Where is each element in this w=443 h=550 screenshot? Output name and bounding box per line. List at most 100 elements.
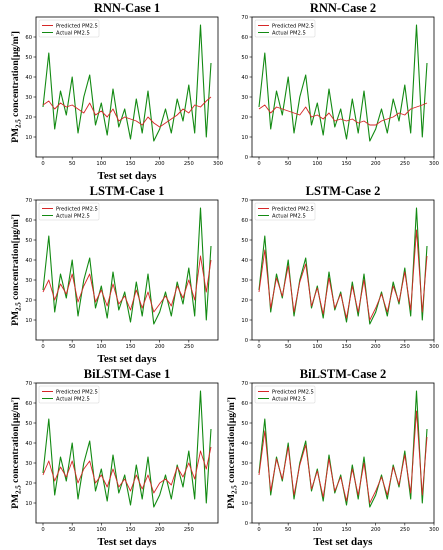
- y-tick-label: 50: [241, 238, 248, 244]
- x-tick-label: 200: [371, 161, 381, 167]
- x-tick-label: 250: [400, 344, 410, 350]
- chart-title: LSTM-Case 2: [306, 184, 381, 198]
- x-tick-label: 100: [312, 527, 322, 533]
- y-tick-label: 40: [25, 441, 32, 447]
- y-axis-label: PM2.5 concentration[μg/m³]: [226, 397, 239, 509]
- y-tick-label: 60: [25, 35, 32, 41]
- series-line-predicted: [42, 446, 212, 494]
- legend-label-actual: Actual PM2.5: [272, 213, 306, 219]
- x-tick-label: 100: [312, 161, 322, 167]
- x-tick-label: 300: [213, 161, 223, 167]
- legend-label-predicted: Predicted PM2.5: [272, 389, 314, 395]
- x-tick-label: 50: [285, 344, 292, 350]
- x-tick-label: 0: [41, 344, 44, 350]
- legend-frame: [254, 385, 316, 404]
- y-tick-label: 70: [25, 381, 32, 387]
- y-tick-label: 50: [25, 55, 32, 61]
- x-tick-label: 250: [184, 344, 194, 350]
- legend-frame: [38, 19, 100, 38]
- x-tick-label: 300: [429, 527, 439, 533]
- chart-title: BiLSTM-Case 2: [300, 367, 386, 381]
- legend-label-predicted: Predicted PM2.5: [272, 206, 314, 212]
- y-tick-label: 60: [241, 401, 248, 407]
- y-tick-label: 20: [241, 298, 248, 304]
- x-tick-label: 150: [342, 344, 352, 350]
- plot-frame: [251, 382, 435, 524]
- legend-label-predicted: Predicted PM2.5: [56, 389, 98, 395]
- legend-label-actual: Actual PM2.5: [56, 213, 90, 219]
- y-tick-label: 70: [241, 381, 248, 387]
- x-tick-label: 100: [312, 344, 322, 350]
- y-tick-label: 30: [241, 278, 248, 284]
- x-tick-label: 150: [342, 527, 352, 533]
- y-tick-label: 70: [241, 15, 248, 21]
- plot-frame: [35, 199, 219, 341]
- x-axis-label: Test set days: [98, 170, 158, 182]
- chart-panel-2: RNN-Case 2 0 50 100 150 200 250 300 0 10 20 30 40 50 6…: [241, 1, 439, 167]
- y-axis-label: PM2.5 concentration[μg/m³]: [10, 31, 23, 143]
- y-tick-label: 10: [241, 501, 248, 507]
- y-tick-label: 0: [245, 521, 248, 527]
- series-line-predicted: [258, 410, 428, 504]
- y-tick-label: 70: [241, 198, 248, 204]
- series-line-actual: [42, 207, 212, 325]
- legend-frame: [38, 202, 100, 221]
- plot-frame: [35, 16, 219, 158]
- x-tick-label: 0: [257, 527, 260, 533]
- legend-label-actual: Actual PM2.5: [56, 396, 90, 402]
- y-tick-label: 60: [25, 401, 32, 407]
- y-tick-label: 30: [25, 95, 32, 101]
- y-tick-label: 60: [241, 35, 248, 41]
- x-tick-label: 0: [257, 161, 260, 167]
- y-tick-label: 60: [25, 218, 32, 224]
- plot-frame: [251, 16, 435, 158]
- y-tick-label: 30: [25, 278, 32, 284]
- chart-title: RNN-Case 1: [94, 1, 160, 15]
- x-tick-label: 150: [126, 344, 136, 350]
- x-tick-label: 50: [285, 527, 292, 533]
- y-tick-label: 30: [241, 461, 248, 467]
- x-tick-label: 200: [371, 344, 381, 350]
- chart-panel-3: LSTM-Case 1 0 50 100 150 200 250 10 20 30 40 50 60 70…: [10, 184, 219, 365]
- y-tick-label: 10: [25, 501, 32, 507]
- y-tick-label: 50: [25, 238, 32, 244]
- series-line-actual: [258, 24, 428, 142]
- x-tick-label: 150: [126, 527, 136, 533]
- x-axis-label: Test set days: [314, 536, 374, 548]
- chart-panel-4: LSTM-Case 2 0 50 100 150 200 250 300 0 10 20 30 40 50…: [241, 184, 439, 350]
- y-tick-label: 20: [25, 481, 32, 487]
- legend-label-actual: Actual PM2.5: [56, 30, 90, 36]
- legend-label-actual: Actual PM2.5: [272, 396, 306, 402]
- series-line-predicted: [42, 255, 212, 313]
- legend-label-predicted: Predicted PM2.5: [56, 206, 98, 212]
- y-axis-label: PM2.5 concentration[μg/m³]: [10, 397, 23, 509]
- x-tick-label: 250: [400, 161, 410, 167]
- series-line-actual: [42, 24, 212, 142]
- y-tick-label: 50: [241, 421, 248, 427]
- legend-frame: [38, 385, 100, 404]
- x-tick-label: 150: [126, 161, 136, 167]
- x-tick-label: 250: [184, 161, 194, 167]
- series-line-predicted: [258, 229, 428, 321]
- y-tick-label: 40: [25, 258, 32, 264]
- y-tick-label: 10: [25, 135, 32, 141]
- x-tick-label: 100: [96, 161, 106, 167]
- plot-frame: [251, 199, 435, 341]
- x-axis-label: Test set days: [98, 536, 158, 548]
- plot-frame: [35, 382, 219, 524]
- x-tick-label: 0: [257, 344, 260, 350]
- y-tick-label: 30: [25, 461, 32, 467]
- y-tick-label: 20: [25, 115, 32, 121]
- y-tick-label: 50: [25, 421, 32, 427]
- x-tick-label: 300: [429, 344, 439, 350]
- y-tick-label: 10: [241, 318, 248, 324]
- y-tick-label: 40: [241, 75, 248, 81]
- x-tick-label: 200: [155, 344, 165, 350]
